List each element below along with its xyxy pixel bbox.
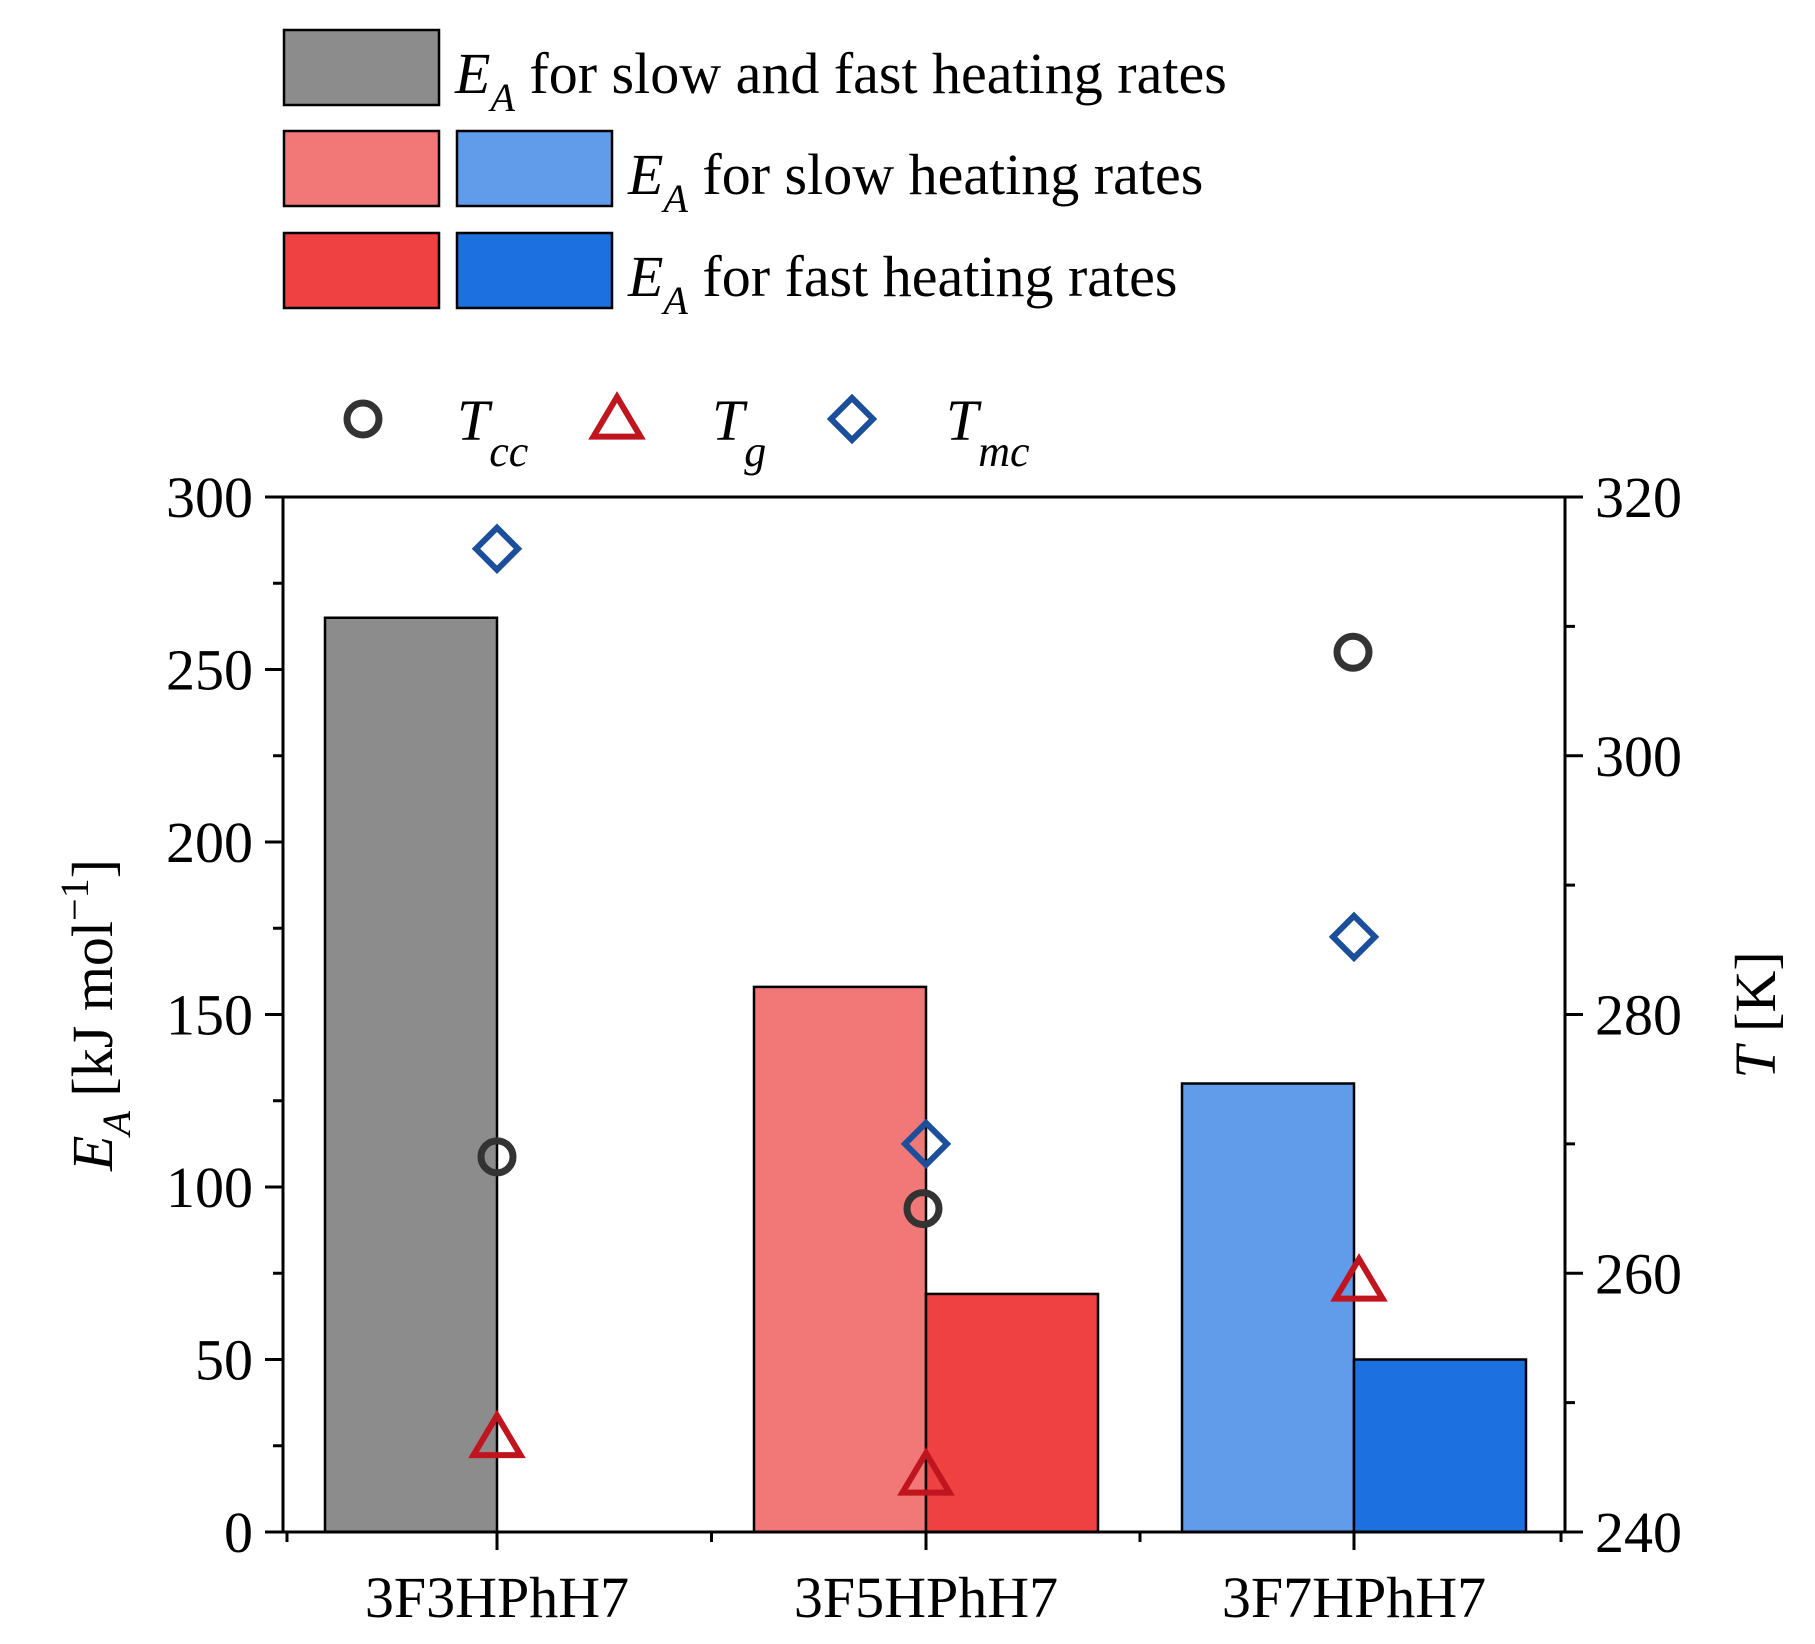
legend-label-symbol: E: [454, 41, 490, 106]
legend-label-symbol: E: [627, 142, 663, 207]
right-tick-label: 320: [1595, 465, 1682, 530]
legend-marker-diamond: [826, 393, 878, 445]
bar: [924, 1292, 1100, 1534]
right-tick-label: 240: [1595, 1500, 1682, 1565]
legend-marker-symbol: T: [457, 388, 493, 453]
legend-marker-label: Tcc: [457, 388, 529, 476]
x-tick-label: 3F5HPhH7: [794, 1565, 1058, 1630]
left-tick-label: 250: [166, 638, 253, 703]
legend-label: EA for fast heating rates: [627, 244, 1177, 323]
legend-swatch: [282, 129, 441, 208]
marker-legend: Tcc Tg Tmc: [343, 388, 1030, 476]
left-tick-label: 0: [224, 1500, 253, 1565]
axes: 0 50 100 150 200 250 300 240 260 280 300 320 3F3HPhH…: [52, 465, 1788, 1630]
bar: [752, 985, 928, 1534]
point-tcc: [903, 1189, 943, 1229]
x-tick-label: 3F7HPhH7: [1222, 1565, 1486, 1630]
legend-label: EA for slow heating rates: [627, 142, 1203, 221]
left-axis-title-superscript: −1: [52, 878, 97, 921]
bar: [1180, 1082, 1356, 1534]
legend-marker-circle: [343, 399, 383, 439]
point-tg: [1330, 1253, 1388, 1302]
right-tick-label: 300: [1595, 724, 1682, 789]
left-tick-label: 150: [166, 983, 253, 1048]
legend-swatch: [282, 231, 441, 310]
legend-marker-triangle: [588, 391, 646, 440]
x-tick-label: 3F3HPhH7: [365, 1565, 629, 1630]
left-tick-label: 50: [195, 1328, 253, 1393]
right-axis-title-symbol: T: [1723, 1043, 1788, 1079]
legend-label-subscript: A: [660, 176, 688, 221]
legend-marker-label: Tmc: [946, 388, 1030, 476]
right-axis-title-text: [K]: [1723, 951, 1788, 1046]
point-tmc: [900, 1118, 952, 1170]
legend-marker-subscript: mc: [978, 427, 1030, 476]
right-tick-label: 260: [1595, 1241, 1682, 1306]
legend-marker-subscript: g: [744, 427, 766, 476]
legend-swatch: [455, 129, 614, 208]
left-axis-title-end: ]: [60, 859, 125, 878]
legend-swatch: [282, 28, 441, 107]
legend-marker-symbol: T: [712, 388, 748, 453]
point-tmc: [1328, 911, 1380, 963]
left-tick-label: 200: [166, 810, 253, 875]
left-axis-title-subscript: A: [94, 1111, 139, 1139]
scatter-series: [468, 523, 1388, 1496]
legend-label-subscript: A: [660, 278, 688, 323]
left-tick-label: 100: [166, 1155, 253, 1220]
left-tick-label: 300: [166, 465, 253, 530]
left-axis-title-text: [kJ mol: [60, 921, 125, 1111]
legend-marker-symbol: T: [946, 388, 982, 453]
legend-swatch: [455, 231, 614, 310]
legend-label-subscript: A: [487, 75, 515, 120]
point-tcc: [1333, 632, 1373, 672]
legend-label-text: for slow and fast heating rates: [515, 41, 1227, 106]
point-tmc: [471, 523, 523, 574]
legend-label-text: for slow heating rates: [688, 142, 1203, 207]
legend-label-symbol: E: [627, 244, 663, 309]
legend-marker-label: Tg: [712, 388, 766, 476]
bar: [1352, 1358, 1528, 1534]
right-tick-label: 280: [1595, 983, 1682, 1048]
point-tcc: [477, 1137, 517, 1177]
bar-series: [323, 616, 1528, 1534]
legend-label-text: for fast heating rates: [688, 244, 1178, 309]
point-tg: [468, 1409, 526, 1459]
legend-label: EA for slow and fast heating rates: [454, 41, 1227, 120]
point-tg: [897, 1447, 955, 1496]
left-axis-title: EA [kJ mol−1]: [52, 859, 139, 1172]
bar: [323, 616, 499, 1534]
right-axis-title: T [K]: [1723, 951, 1788, 1078]
legend-marker-subscript: cc: [489, 427, 529, 476]
left-axis-title-symbol: E: [60, 1136, 125, 1172]
